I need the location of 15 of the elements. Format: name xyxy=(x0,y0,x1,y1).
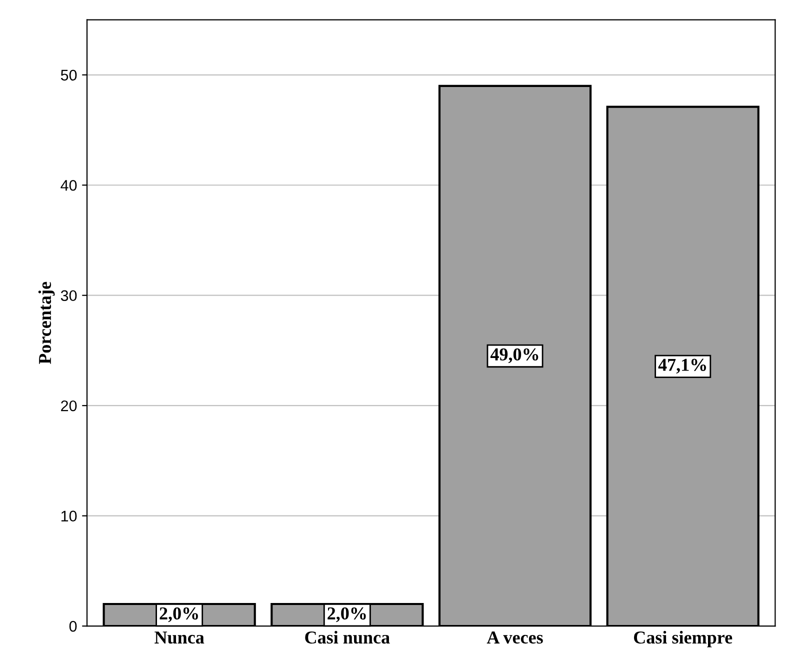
data-label: 49,0% xyxy=(490,348,538,364)
x-tick-label: Casi nunca xyxy=(305,630,390,644)
x-tick-label: Casi siempre xyxy=(634,630,732,648)
y-tick-label: 0 xyxy=(69,620,77,632)
x-tick-label: Nunca xyxy=(154,632,204,644)
y-tick-label: 10 xyxy=(61,510,77,522)
y-axis-title: Porcentaje xyxy=(38,282,55,364)
y-tick-label: 40 xyxy=(60,180,77,191)
data-label: 2,0% xyxy=(160,607,198,622)
x-tick-label: A veces xyxy=(486,632,543,644)
data-label: 47,1% xyxy=(658,358,706,374)
y-tick-label: 20 xyxy=(61,400,77,412)
data-label: 2,0% xyxy=(328,607,366,622)
y-tick-label: 50 xyxy=(60,70,77,81)
y-tick-label: 30 xyxy=(60,290,77,302)
